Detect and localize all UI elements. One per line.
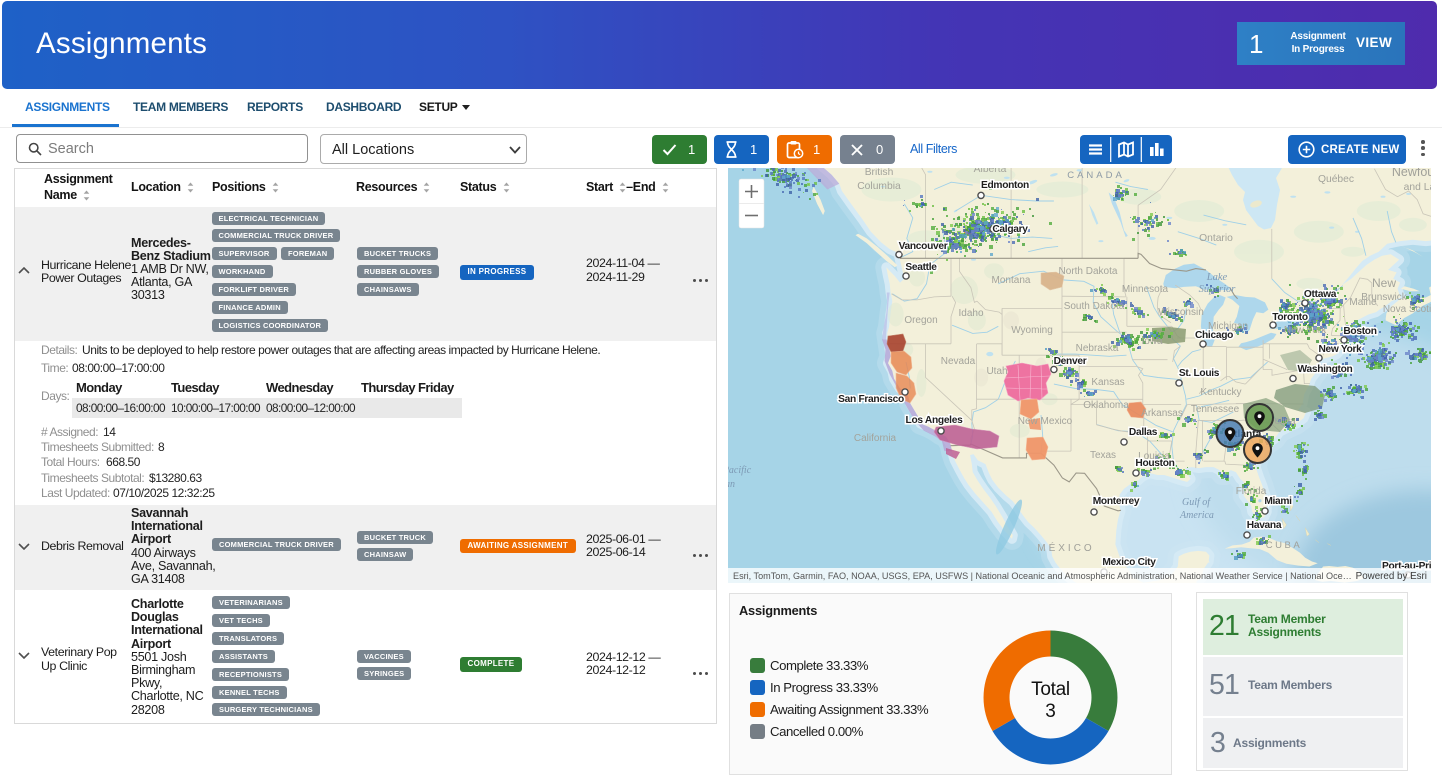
svg-text:Oregon: Oregon xyxy=(904,315,937,326)
svg-text:Boston: Boston xyxy=(1343,326,1376,337)
svg-text:an: an xyxy=(728,479,735,490)
svg-text:Nova Scoti: Nova Scoti xyxy=(1383,304,1431,315)
svg-text:San Francisco: San Francisco xyxy=(838,394,904,405)
svg-text:New York: New York xyxy=(1284,325,1327,336)
svg-text:Idaho: Idaho xyxy=(958,308,983,319)
svg-text:Esri, TomTom, Garmin, FAO, NOA: Esri, TomTom, Garmin, FAO, NOAA, USGS, E… xyxy=(733,571,1352,581)
svg-text:Brunswick: Brunswick xyxy=(1361,292,1408,303)
svg-text:California: California xyxy=(854,433,897,444)
svg-text:Maine: Maine xyxy=(1349,297,1377,308)
svg-text:Miami: Miami xyxy=(1264,496,1292,507)
svg-text:Québec: Québec xyxy=(1318,174,1354,185)
svg-text:Monterrey: Monterrey xyxy=(1093,496,1140,507)
svg-text:Edmonton: Edmonton xyxy=(981,180,1029,191)
svg-text:Houston: Houston xyxy=(1135,458,1174,469)
svg-text:Louisia: Louisia xyxy=(1138,451,1170,462)
svg-text:Texas: Texas xyxy=(1090,450,1116,461)
svg-text:Florida: Florida xyxy=(1236,486,1267,497)
svg-text:British: British xyxy=(865,168,894,178)
svg-text:Powered by Esri: Powered by Esri xyxy=(1356,571,1427,582)
svg-text:Nevada: Nevada xyxy=(941,356,976,367)
svg-text:Tennessee: Tennessee xyxy=(1191,404,1240,415)
svg-text:and Labr: and Labr xyxy=(1404,182,1431,193)
svg-text:CUBA: CUBA xyxy=(1266,540,1302,551)
svg-text:Oklahoma: Oklahoma xyxy=(1083,400,1129,411)
svg-text:Nebraska: Nebraska xyxy=(1076,343,1119,354)
svg-text:Michigan: Michigan xyxy=(1208,321,1248,332)
svg-text:Utah: Utah xyxy=(986,366,1007,377)
svg-text:Dallas: Dallas xyxy=(1129,427,1158,438)
svg-text:New Mexico: New Mexico xyxy=(1018,416,1073,427)
svg-text:Ontario: Ontario xyxy=(1199,233,1233,244)
svg-text:Lake: Lake xyxy=(1206,272,1228,283)
svg-text:Minnesota: Minnesota xyxy=(1122,284,1169,295)
svg-text:Alberta: Alberta xyxy=(974,168,1007,175)
svg-text:Seattle: Seattle xyxy=(905,262,937,273)
svg-text:Mexico City: Mexico City xyxy=(1102,557,1156,568)
svg-text:New: New xyxy=(1372,276,1396,290)
svg-text:Chicago: Chicago xyxy=(1195,330,1233,341)
svg-text:North Dakota: North Dakota xyxy=(1059,266,1118,277)
svg-text:Newfound: Newfound xyxy=(1392,168,1431,179)
svg-text:Calgary: Calgary xyxy=(992,224,1028,235)
svg-text:Havana: Havana xyxy=(1247,520,1282,531)
svg-text:Carolina: Carolina xyxy=(1258,416,1296,427)
svg-text:Pacific: Pacific xyxy=(728,465,752,476)
svg-text:CANADA: CANADA xyxy=(1067,170,1125,181)
svg-text:New York: New York xyxy=(1318,344,1362,355)
svg-text:Kentucky: Kentucky xyxy=(1200,387,1241,398)
svg-text:Montana: Montana xyxy=(992,275,1031,286)
svg-text:Toronto: Toronto xyxy=(1272,312,1308,323)
svg-text:Superior: Superior xyxy=(1199,284,1237,295)
svg-text:Kansas: Kansas xyxy=(1091,377,1124,388)
svg-text:Washington: Washington xyxy=(1298,364,1353,375)
svg-text:Vancouver: Vancouver xyxy=(899,241,948,252)
svg-text:Columbia: Columbia xyxy=(857,181,901,192)
svg-text:Wyoming: Wyoming xyxy=(1011,325,1053,336)
svg-text:Iowa: Iowa xyxy=(1141,336,1163,347)
svg-text:Wisconsin: Wisconsin xyxy=(1158,307,1204,318)
svg-text:Gulf of: Gulf of xyxy=(1182,497,1211,508)
svg-text:Ottawa: Ottawa xyxy=(1304,289,1337,300)
svg-text:Los Angeles: Los Angeles xyxy=(906,415,964,426)
svg-text:America: America xyxy=(1179,510,1214,521)
svg-text:St. Louis: St. Louis xyxy=(1179,368,1220,379)
svg-text:South Dakota: South Dakota xyxy=(1064,301,1125,312)
svg-text:MÉXICO: MÉXICO xyxy=(1037,541,1094,554)
svg-text:Denver: Denver xyxy=(1054,356,1087,367)
svg-text:Arkansas: Arkansas xyxy=(1141,408,1183,419)
